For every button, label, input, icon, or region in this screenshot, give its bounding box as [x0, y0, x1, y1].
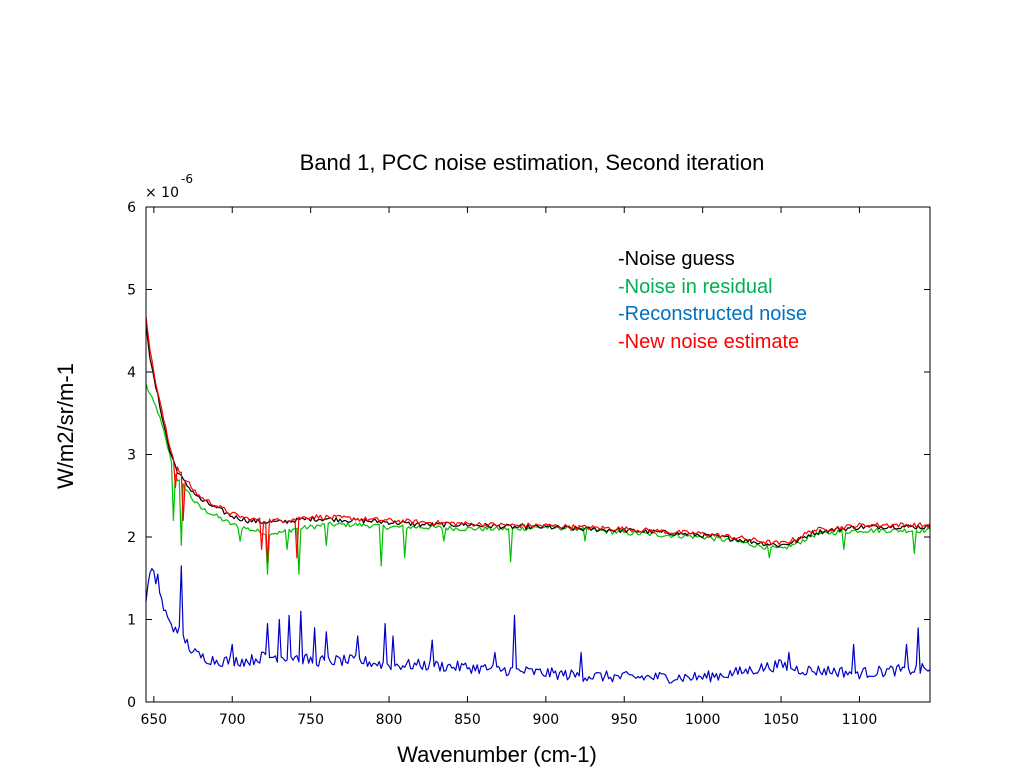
x-tick-label: 900 — [532, 712, 559, 728]
series-layer — [145, 316, 931, 684]
y-tick-label: 1 — [127, 613, 136, 629]
x-tick-label: 700 — [219, 712, 246, 728]
series-line-0 — [145, 383, 931, 575]
legend: -Noise guess -Noise in residual -Reconst… — [618, 246, 807, 356]
legend-entry-noise-in-residual: -Noise in residual — [618, 275, 773, 298]
y-tick-label: 4 — [127, 365, 136, 381]
series-line-3 — [145, 565, 931, 684]
x-tick-label: 650 — [140, 712, 167, 728]
plot-frame — [145, 206, 931, 703]
legend-entry-new-noise-estimate: -New noise estimate — [618, 330, 800, 353]
chart-title: Band 1, PCC noise estimation, Second ite… — [299, 150, 765, 175]
y-tick-label: 5 — [127, 283, 136, 299]
y-tick-label: 2 — [127, 530, 136, 546]
x-tick-label: 1000 — [685, 712, 721, 728]
y-scale-multiplier: × 10 — [145, 185, 179, 201]
series-line-2 — [145, 316, 931, 563]
legend-entry-noise-guess: -Noise guess — [618, 248, 735, 270]
x-axis-label: Wavenumber (cm-1) — [397, 742, 597, 767]
y-scale-exponent: -6 — [181, 172, 193, 186]
y-tick-label: 0 — [127, 695, 136, 711]
legend-entry-reconstructed-noise: -Reconstructed noise — [618, 303, 807, 325]
y-axis-label: W/m2/sr/m-1 — [53, 363, 78, 489]
x-tick-label: 950 — [611, 712, 638, 728]
y-tick-label: 6 — [127, 200, 136, 216]
x-tick-label: 800 — [376, 712, 403, 728]
y-tick-label: 3 — [127, 448, 136, 464]
ticks-layer: 650 700 750 800 850 900 950 1000 1050 1100 0 1 2 3 4 5 6 — [127, 200, 930, 728]
x-tick-label: 1100 — [842, 712, 878, 728]
x-tick-label: 1050 — [763, 712, 799, 728]
x-tick-label: 850 — [454, 712, 481, 728]
x-tick-label: 750 — [297, 712, 324, 728]
series-line-1 — [145, 323, 931, 548]
